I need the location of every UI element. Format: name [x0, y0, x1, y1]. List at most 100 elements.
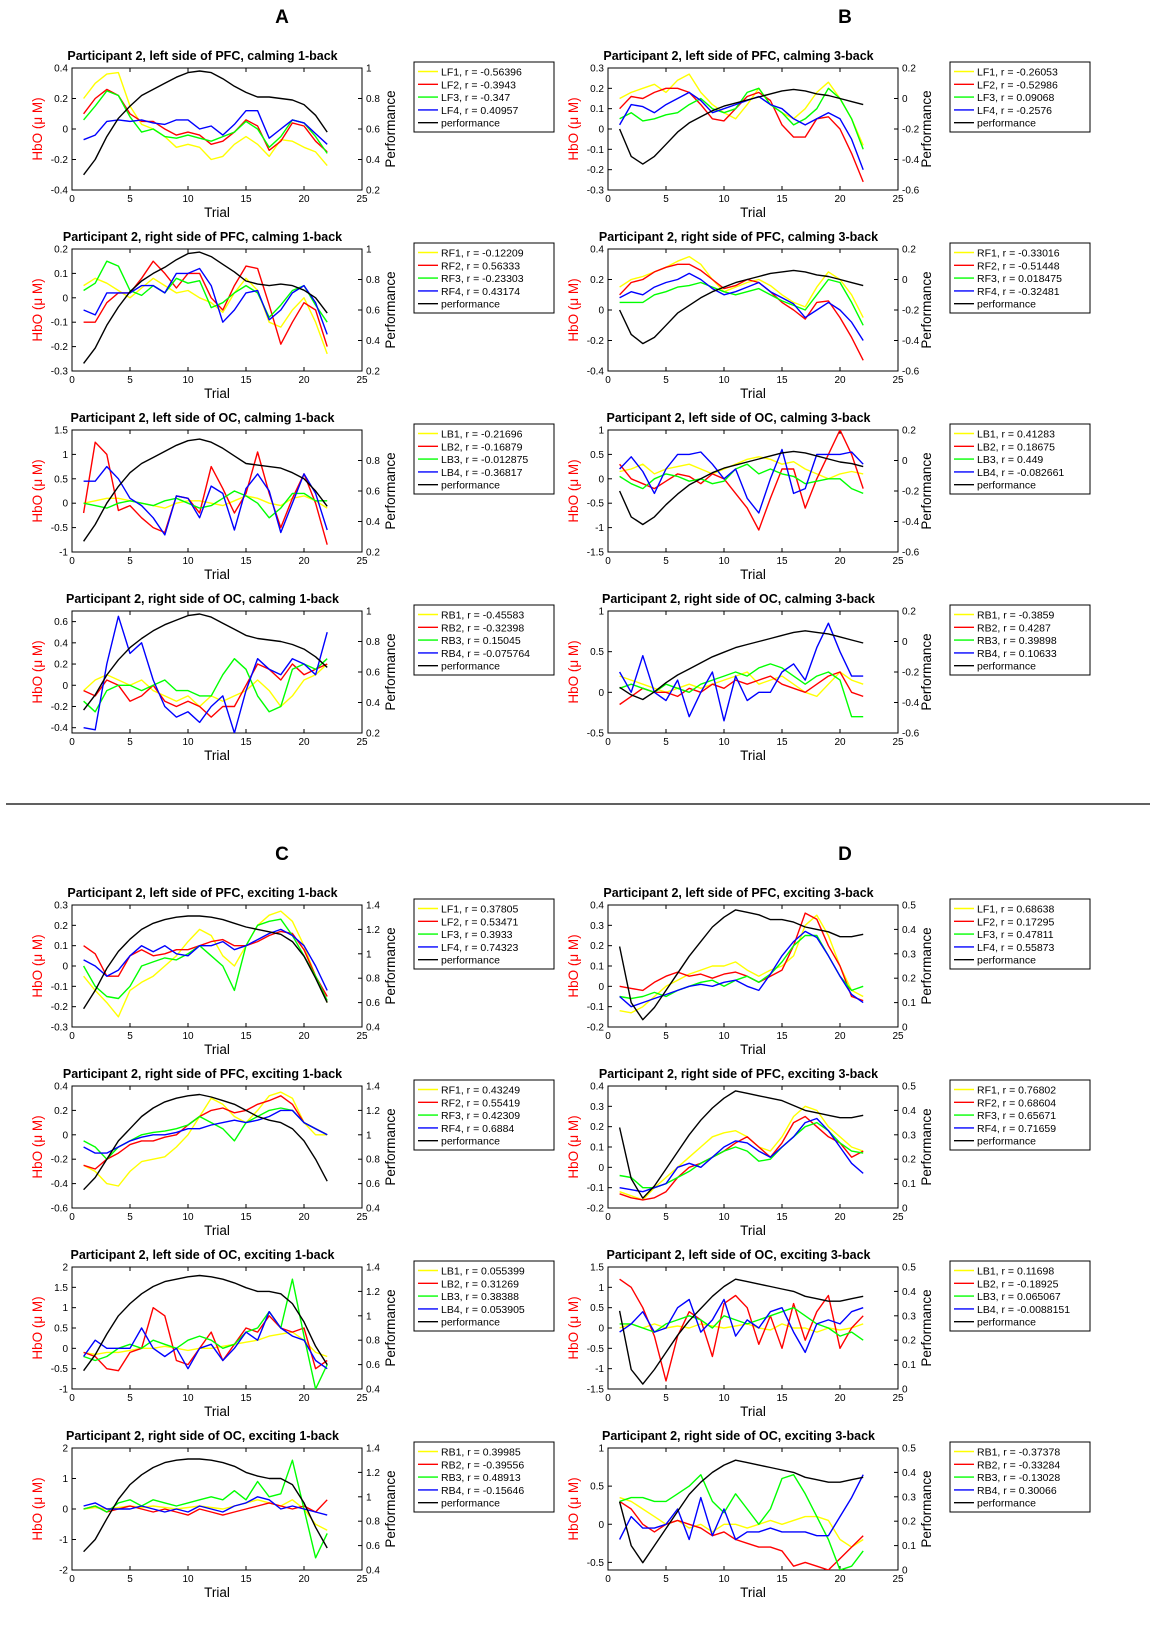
- y-right-tick-label: -0.4: [902, 517, 920, 528]
- x-tick-label: 5: [663, 737, 669, 748]
- y-right-tick-label: 0.8: [366, 974, 380, 985]
- series-line-LB3: [619, 463, 864, 495]
- y-right-tick-label: 0.2: [902, 64, 916, 75]
- legend-label-performance: performance: [977, 480, 1036, 492]
- chart-14: Participant 2, left side of OC, exciting…: [566, 1248, 1091, 1419]
- legend-label-RB4: RB4, r = 0.30066: [977, 1485, 1057, 1497]
- x-tick-label: 15: [776, 194, 788, 205]
- legend-label-LF3: LF3, r = 0.3933: [441, 929, 513, 941]
- legend-label-performance: performance: [977, 1136, 1036, 1148]
- legend-label-RB3: RB3, r = 0.48913: [441, 1472, 521, 1484]
- series-line-RB3: [619, 1474, 864, 1570]
- legend-label-RB2: RB2, r = -0.32398: [441, 622, 524, 634]
- y-right-tick-label: 0.5: [902, 1082, 916, 1093]
- y-right-tick-label: 0.5: [902, 901, 916, 912]
- legend-label-LF2: LF2, r = 0.53471: [441, 916, 519, 928]
- y-tick-label: 1: [598, 1444, 604, 1455]
- y-right-tick-label: 0.6: [366, 1541, 380, 1552]
- legend-label-performance: performance: [441, 661, 500, 673]
- y-tick-label: -1: [59, 1385, 68, 1396]
- chart-title: Participant 2, left side of PFC, excitin…: [67, 886, 337, 900]
- x-tick-label: 10: [182, 1574, 194, 1585]
- y-tick-label: -1.5: [587, 548, 605, 559]
- x-tick-label: 0: [69, 1393, 75, 1404]
- x-axis-label: Trial: [740, 205, 766, 220]
- chart-title: Participant 2, right side of OC, calming…: [66, 592, 339, 606]
- y-tick-label: -2: [59, 1566, 68, 1577]
- series-line-performance: [618, 1278, 864, 1385]
- x-tick-label: 5: [127, 1393, 133, 1404]
- series-line-RB4: [83, 615, 328, 733]
- y-tick-label: -0.5: [587, 1558, 605, 1569]
- series-line-LF4: [619, 930, 864, 1008]
- series-line-LF4: [83, 928, 328, 991]
- y-right-tick-label: 0: [902, 275, 908, 286]
- y-tick-label: -0.2: [51, 342, 69, 353]
- legend-label-RF1: RF1, r = 0.43249: [441, 1085, 520, 1097]
- y-tick-label: 0.3: [54, 901, 68, 912]
- y-tick-label: -0.1: [587, 1183, 605, 1194]
- y-tick-label: 0.2: [54, 921, 68, 932]
- x-tick-label: 15: [240, 1393, 252, 1404]
- y-right-axis-label: Performance: [383, 271, 398, 348]
- x-tick-label: 5: [663, 1393, 669, 1404]
- legend-label-performance: performance: [441, 480, 500, 492]
- x-tick-label: 0: [69, 1031, 75, 1042]
- y-right-tick-label: 0.6: [366, 668, 380, 679]
- y-tick-label: 0.1: [590, 104, 604, 115]
- y-tick-label: 1: [598, 426, 604, 437]
- series-line-RB1: [619, 1496, 864, 1548]
- y-tick-label: 0: [62, 1505, 68, 1516]
- x-tick-label: 0: [605, 556, 611, 567]
- y-right-tick-label: 0.8: [366, 94, 380, 105]
- plot-frame: [607, 429, 899, 553]
- y-tick-label: 0: [62, 125, 68, 136]
- y-tick-label: 0: [598, 1163, 604, 1174]
- y-tick-label: -0.4: [51, 186, 69, 197]
- legend-label-LB3: LB3, r = 0.065067: [977, 1291, 1061, 1303]
- x-tick-label: 10: [718, 737, 730, 748]
- legend-label-LB2: LB2, r = 0.18675: [977, 441, 1055, 453]
- chart-0: Participant 2, left side of PFC, calming…: [30, 49, 555, 220]
- x-tick-label: 0: [605, 737, 611, 748]
- legend-label-performance: performance: [441, 1317, 500, 1329]
- y-axis-label: HbO (μ M): [30, 1296, 45, 1359]
- x-axis-label: Trial: [204, 205, 230, 220]
- series-line-LF1: [619, 73, 864, 146]
- series-line-RB1: [83, 1499, 328, 1531]
- y-tick-label: 2: [62, 1444, 68, 1455]
- x-tick-label: 25: [356, 737, 368, 748]
- series-line-LF3: [82, 918, 328, 1001]
- x-tick-label: 5: [663, 1212, 669, 1223]
- y-tick-label: -0.4: [51, 723, 69, 734]
- x-tick-label: 25: [356, 1031, 368, 1042]
- chart-title: Participant 2, right side of PFC, exciti…: [63, 1067, 342, 1081]
- y-tick-label: -0.5: [587, 729, 605, 740]
- y-right-tick-label: 1: [366, 1492, 372, 1503]
- x-tick-label: 0: [69, 556, 75, 567]
- x-tick-label: 20: [834, 556, 846, 567]
- x-tick-label: 20: [834, 1574, 846, 1585]
- series-line-performance: [83, 251, 328, 364]
- x-tick-label: 5: [127, 737, 133, 748]
- x-tick-label: 10: [182, 1031, 194, 1042]
- y-right-tick-label: 0.3: [902, 949, 916, 960]
- series-line-LF1: [83, 910, 328, 1018]
- series-line-RF3: [619, 1121, 864, 1189]
- y-tick-label: 0.3: [590, 64, 604, 75]
- y-tick-label: -0.5: [587, 1344, 605, 1355]
- y-right-tick-label: 1.4: [366, 1263, 380, 1274]
- panel-letter-A: A: [275, 7, 289, 28]
- x-axis-label: Trial: [740, 1404, 766, 1419]
- x-tick-label: 15: [776, 737, 788, 748]
- y-right-tick-label: -0.2: [902, 668, 920, 679]
- y-right-axis-label: Performance: [919, 90, 934, 167]
- x-tick-label: 0: [69, 1574, 75, 1585]
- x-axis-label: Trial: [204, 748, 230, 763]
- y-right-tick-label: -0.4: [902, 336, 920, 347]
- y-axis-label: HbO (μ M): [30, 97, 45, 160]
- y-right-tick-label: 0.6: [366, 998, 380, 1009]
- chart-10: Participant 2, left side of OC, exciting…: [30, 1248, 555, 1419]
- y-tick-label: 0.2: [54, 660, 68, 671]
- y-right-tick-label: 0.4: [902, 1468, 916, 1479]
